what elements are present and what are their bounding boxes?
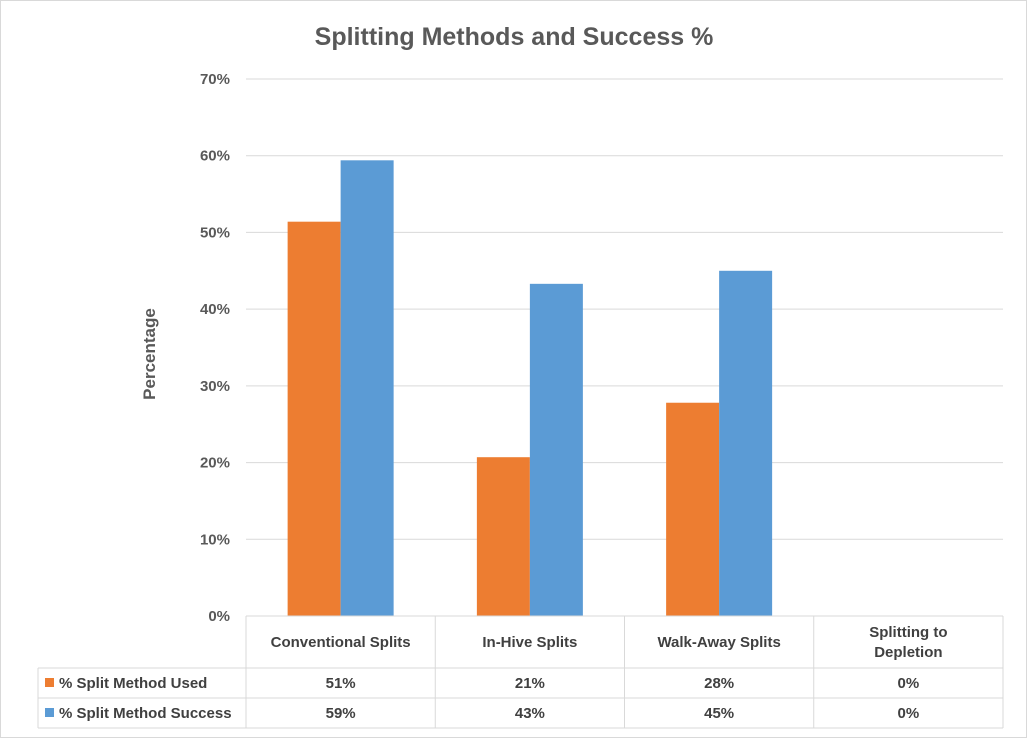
table-value-cell: 51% <box>326 675 356 692</box>
bar-success <box>340 160 394 616</box>
y-tick-label: 50% <box>200 224 230 241</box>
legend-series-name: % Split Method Success <box>59 705 232 722</box>
chart-title: Splitting Methods and Success % <box>315 23 714 51</box>
y-tick-label: 10% <box>200 531 230 548</box>
bar-success <box>719 270 773 616</box>
y-axis-ticks: 0% 10% 20% 30% 40% 50% 60% 70% <box>200 71 230 625</box>
x-category-label: In-Hive Splits <box>482 634 577 651</box>
bar-success <box>529 283 583 616</box>
bar-used <box>287 221 341 616</box>
y-tick-label: 30% <box>200 378 230 395</box>
y-axis-label: Percentage <box>140 308 159 400</box>
y-tick-label: 20% <box>200 455 230 472</box>
bars <box>287 160 773 616</box>
x-category-label: Splitting to Depletion <box>869 624 947 661</box>
table-value-cell: 0% <box>898 675 920 692</box>
y-tick-label: 40% <box>200 301 230 318</box>
x-category-label: Conventional Splits <box>271 634 411 651</box>
table-value-cell: 21% <box>515 675 545 692</box>
legend-key-success <box>45 708 54 717</box>
bar-used <box>666 402 720 616</box>
x-category-label: Walk-Away Splits <box>657 634 780 651</box>
y-tick-label: 70% <box>200 71 230 88</box>
data-table: Conventional Splits In-Hive Splits Walk-Aw… <box>37 615 1004 729</box>
y-tick-label: 0% <box>208 608 230 625</box>
table-value-cell: 28% <box>704 675 734 692</box>
table-value-cell: 43% <box>515 705 545 722</box>
table-value-cell: 0% <box>898 705 920 722</box>
legend-key-used <box>45 678 54 687</box>
bar-used <box>476 457 530 616</box>
y-tick-label: 60% <box>200 148 230 165</box>
table-value-cell: 45% <box>704 705 734 722</box>
legend-series-name: % Split Method Used <box>59 675 207 692</box>
table-value-cell: 59% <box>326 705 356 722</box>
